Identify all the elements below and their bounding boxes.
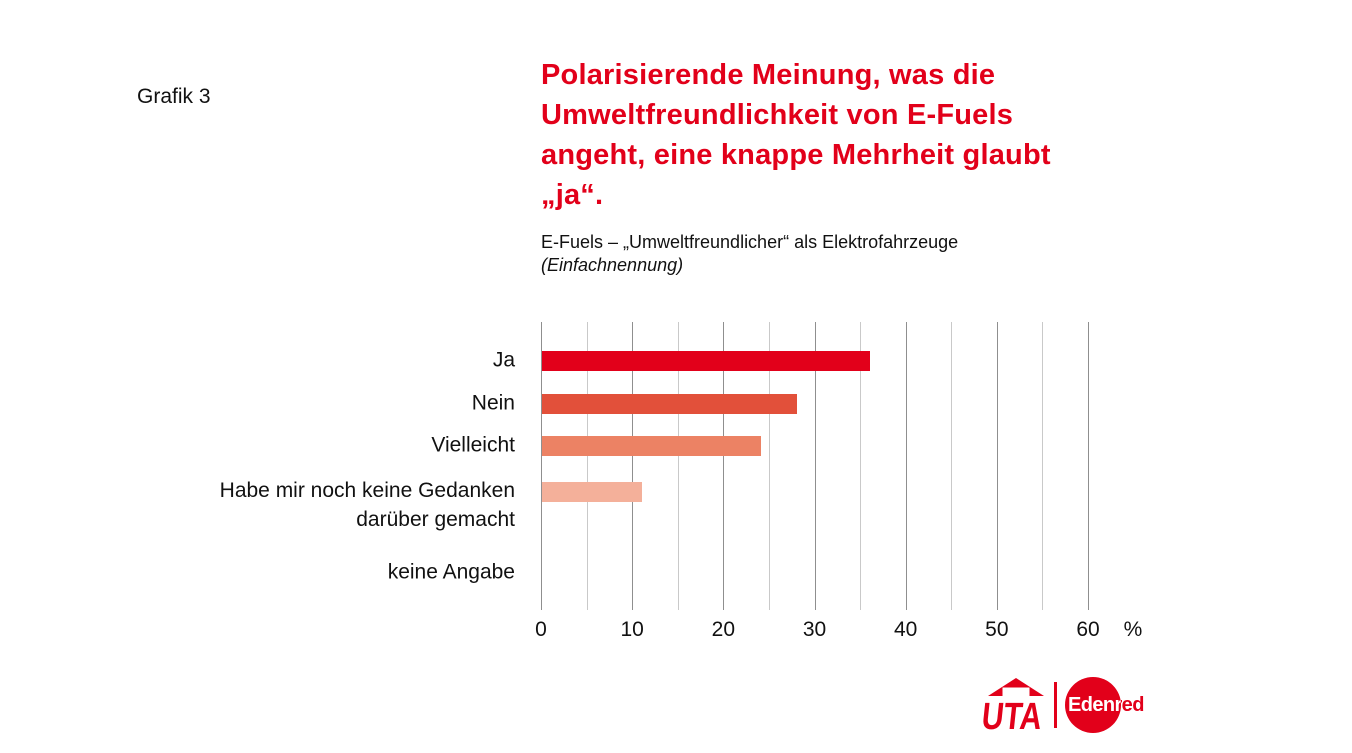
edenred-logo: Edenred Edenred <box>1065 677 1153 733</box>
gridline-40 <box>905 322 907 610</box>
x-tick-label-40: 40 <box>893 618 918 641</box>
category-label-0: Ja <box>492 348 515 372</box>
uta-logo-text: UTA <box>983 696 1044 734</box>
gridline-0 <box>541 322 542 610</box>
x-tick-label-20: 20 <box>711 618 736 641</box>
bar-nein <box>542 394 798 414</box>
bar-vielleicht <box>542 436 761 456</box>
gridline-15 <box>677 322 679 610</box>
figure-label: Grafik 3 <box>137 85 211 108</box>
category-label-1: Nein <box>471 391 515 415</box>
gridline-55 <box>1042 322 1044 610</box>
gridline-25 <box>768 322 770 610</box>
chart-title: Polarisierende Meinung, was die Umweltfr… <box>541 59 1051 212</box>
chart-subtitle: E-Fuels – „Umweltfreundlicher“ als Elekt… <box>541 232 959 252</box>
uta-logo: UTA <box>983 678 1044 734</box>
gridline-5 <box>586 322 588 610</box>
edenred-ball-icon <box>1065 677 1121 733</box>
edenred-ball-clip: Edenred <box>1065 677 1121 733</box>
gridline-60 <box>1088 322 1089 610</box>
bar-ja <box>542 351 871 371</box>
bar-chart-plot-area <box>541 322 1089 610</box>
gridline-10 <box>632 322 634 610</box>
gridline-35 <box>860 322 862 610</box>
category-label-2: Vielleicht <box>431 433 515 457</box>
gridline-30 <box>814 322 816 610</box>
gridline-20 <box>723 322 725 610</box>
uta-roof-arrow-icon <box>988 678 1044 696</box>
x-tick-label-50: 50 <box>985 618 1009 641</box>
category-label-3: Habe mir noch keine Gedanken darüber gem… <box>219 479 515 531</box>
logo-row: UTA Edenred Edenred <box>983 676 1153 736</box>
x-tick-label-0: 0 <box>535 618 547 641</box>
x-axis-unit-label: % <box>1123 618 1143 641</box>
x-tick-label-60: 60 <box>1076 618 1100 641</box>
chart-subtitle-note: (Einfachnennung) <box>541 255 684 275</box>
logo-divider <box>1054 682 1057 728</box>
bar-habe-mir-noch-keine-gedanken <box>542 482 643 502</box>
gridline-45 <box>951 322 953 610</box>
x-tick-label-30: 30 <box>802 618 827 641</box>
edenred-logo-text-white: Edenred <box>1068 694 1121 716</box>
category-label-4: keine Angabe <box>387 560 515 584</box>
x-tick-label-10: 10 <box>620 618 644 641</box>
gridline-50 <box>996 322 998 610</box>
